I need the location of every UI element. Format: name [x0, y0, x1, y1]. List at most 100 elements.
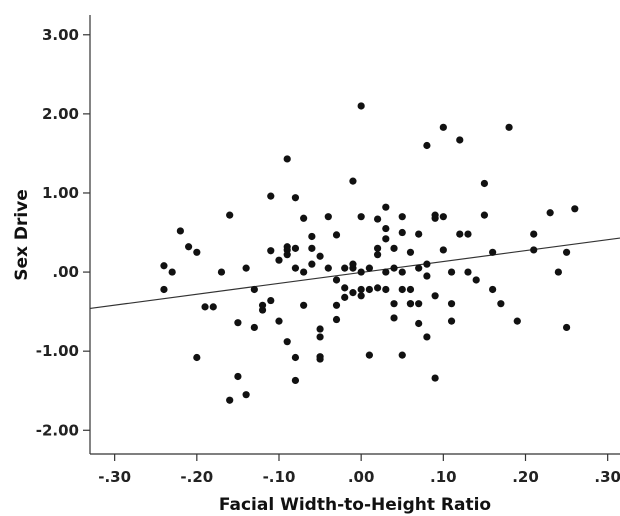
data-point [415, 319, 423, 328]
data-point [456, 136, 464, 144]
data-point [357, 285, 365, 294]
data-point [431, 374, 439, 382]
data-point [439, 213, 447, 221]
data-point [357, 268, 365, 276]
data-point [176, 227, 184, 235]
data-point [291, 376, 300, 385]
data-point [357, 102, 365, 110]
data-point [234, 372, 242, 381]
data-point [291, 353, 300, 362]
data-point [382, 268, 390, 276]
data-point [341, 284, 349, 292]
data-point [291, 244, 300, 252]
data-point [283, 338, 291, 346]
data-point [316, 325, 324, 333]
data-point [390, 314, 398, 322]
data-point [209, 303, 217, 311]
data-point [382, 285, 390, 294]
data-point [316, 252, 324, 260]
data-point [332, 301, 341, 309]
data-points [160, 102, 579, 404]
data-point [571, 205, 579, 213]
data-point [505, 123, 513, 131]
data-point [464, 230, 472, 238]
data-point [464, 268, 472, 276]
data-point [406, 300, 415, 308]
data-point [341, 293, 349, 301]
data-point [415, 264, 423, 272]
data-point [431, 214, 439, 222]
data-point [267, 296, 275, 305]
data-point [250, 323, 258, 332]
data-point [554, 268, 562, 276]
data-point [406, 248, 415, 256]
data-point [242, 391, 250, 399]
data-point [349, 289, 357, 297]
data-point [390, 264, 398, 272]
data-point [193, 353, 201, 362]
y-ticks: 3.00 2.00 1.00 .00 -1.00 -2.00 [36, 26, 90, 439]
data-point [324, 213, 332, 221]
data-point [308, 232, 316, 241]
data-point [373, 215, 382, 223]
data-point [373, 251, 382, 259]
data-point [390, 244, 398, 252]
data-point [423, 141, 431, 150]
data-point [332, 315, 341, 324]
data-point [160, 262, 168, 270]
data-point [349, 177, 357, 185]
data-point [275, 256, 283, 264]
data-point [168, 268, 176, 276]
data-point [480, 179, 489, 188]
data-point [226, 211, 234, 219]
data-point [217, 268, 226, 276]
data-point [546, 209, 554, 217]
data-point [291, 264, 300, 272]
x-tick-label: -.20 [180, 468, 213, 486]
data-point [332, 276, 341, 284]
data-point [373, 244, 382, 252]
x-ticks: -.30 -.20 -.10 .00 .10 .20 .30 [98, 454, 620, 486]
data-point [324, 264, 332, 272]
x-tick-label: .10 [430, 468, 457, 486]
data-point [530, 230, 538, 238]
data-point [472, 276, 480, 284]
data-point [373, 284, 382, 292]
data-point [398, 351, 406, 359]
data-point [415, 300, 423, 308]
x-tick-label: -.30 [98, 468, 131, 486]
data-point [332, 231, 341, 239]
data-point [300, 268, 308, 276]
data-point [250, 285, 258, 294]
data-point [291, 194, 300, 202]
data-point [365, 264, 373, 272]
data-point [447, 300, 456, 308]
axes [89, 15, 620, 455]
y-tick-label: 3.00 [42, 26, 79, 44]
data-point [456, 230, 464, 238]
data-point [489, 285, 497, 294]
x-tick-label: .00 [348, 468, 375, 486]
y-tick-label: 2.00 [42, 105, 79, 123]
data-point [316, 355, 324, 363]
data-point [439, 246, 447, 254]
data-point [406, 285, 415, 294]
data-point [398, 213, 406, 221]
y-tick-label: -2.00 [36, 421, 79, 439]
data-point [423, 260, 431, 268]
data-point [365, 285, 373, 294]
data-point [489, 248, 497, 256]
x-axis-title: Facial Width-to-Height Ratio [219, 495, 491, 515]
data-point [431, 292, 439, 300]
data-point [258, 301, 267, 309]
data-point [423, 272, 431, 280]
data-point [415, 230, 423, 238]
data-point [275, 317, 283, 325]
data-point [308, 260, 316, 268]
data-point [160, 285, 168, 294]
data-point [365, 351, 373, 359]
data-point [480, 211, 489, 219]
data-point [357, 213, 365, 221]
data-point [382, 203, 390, 211]
